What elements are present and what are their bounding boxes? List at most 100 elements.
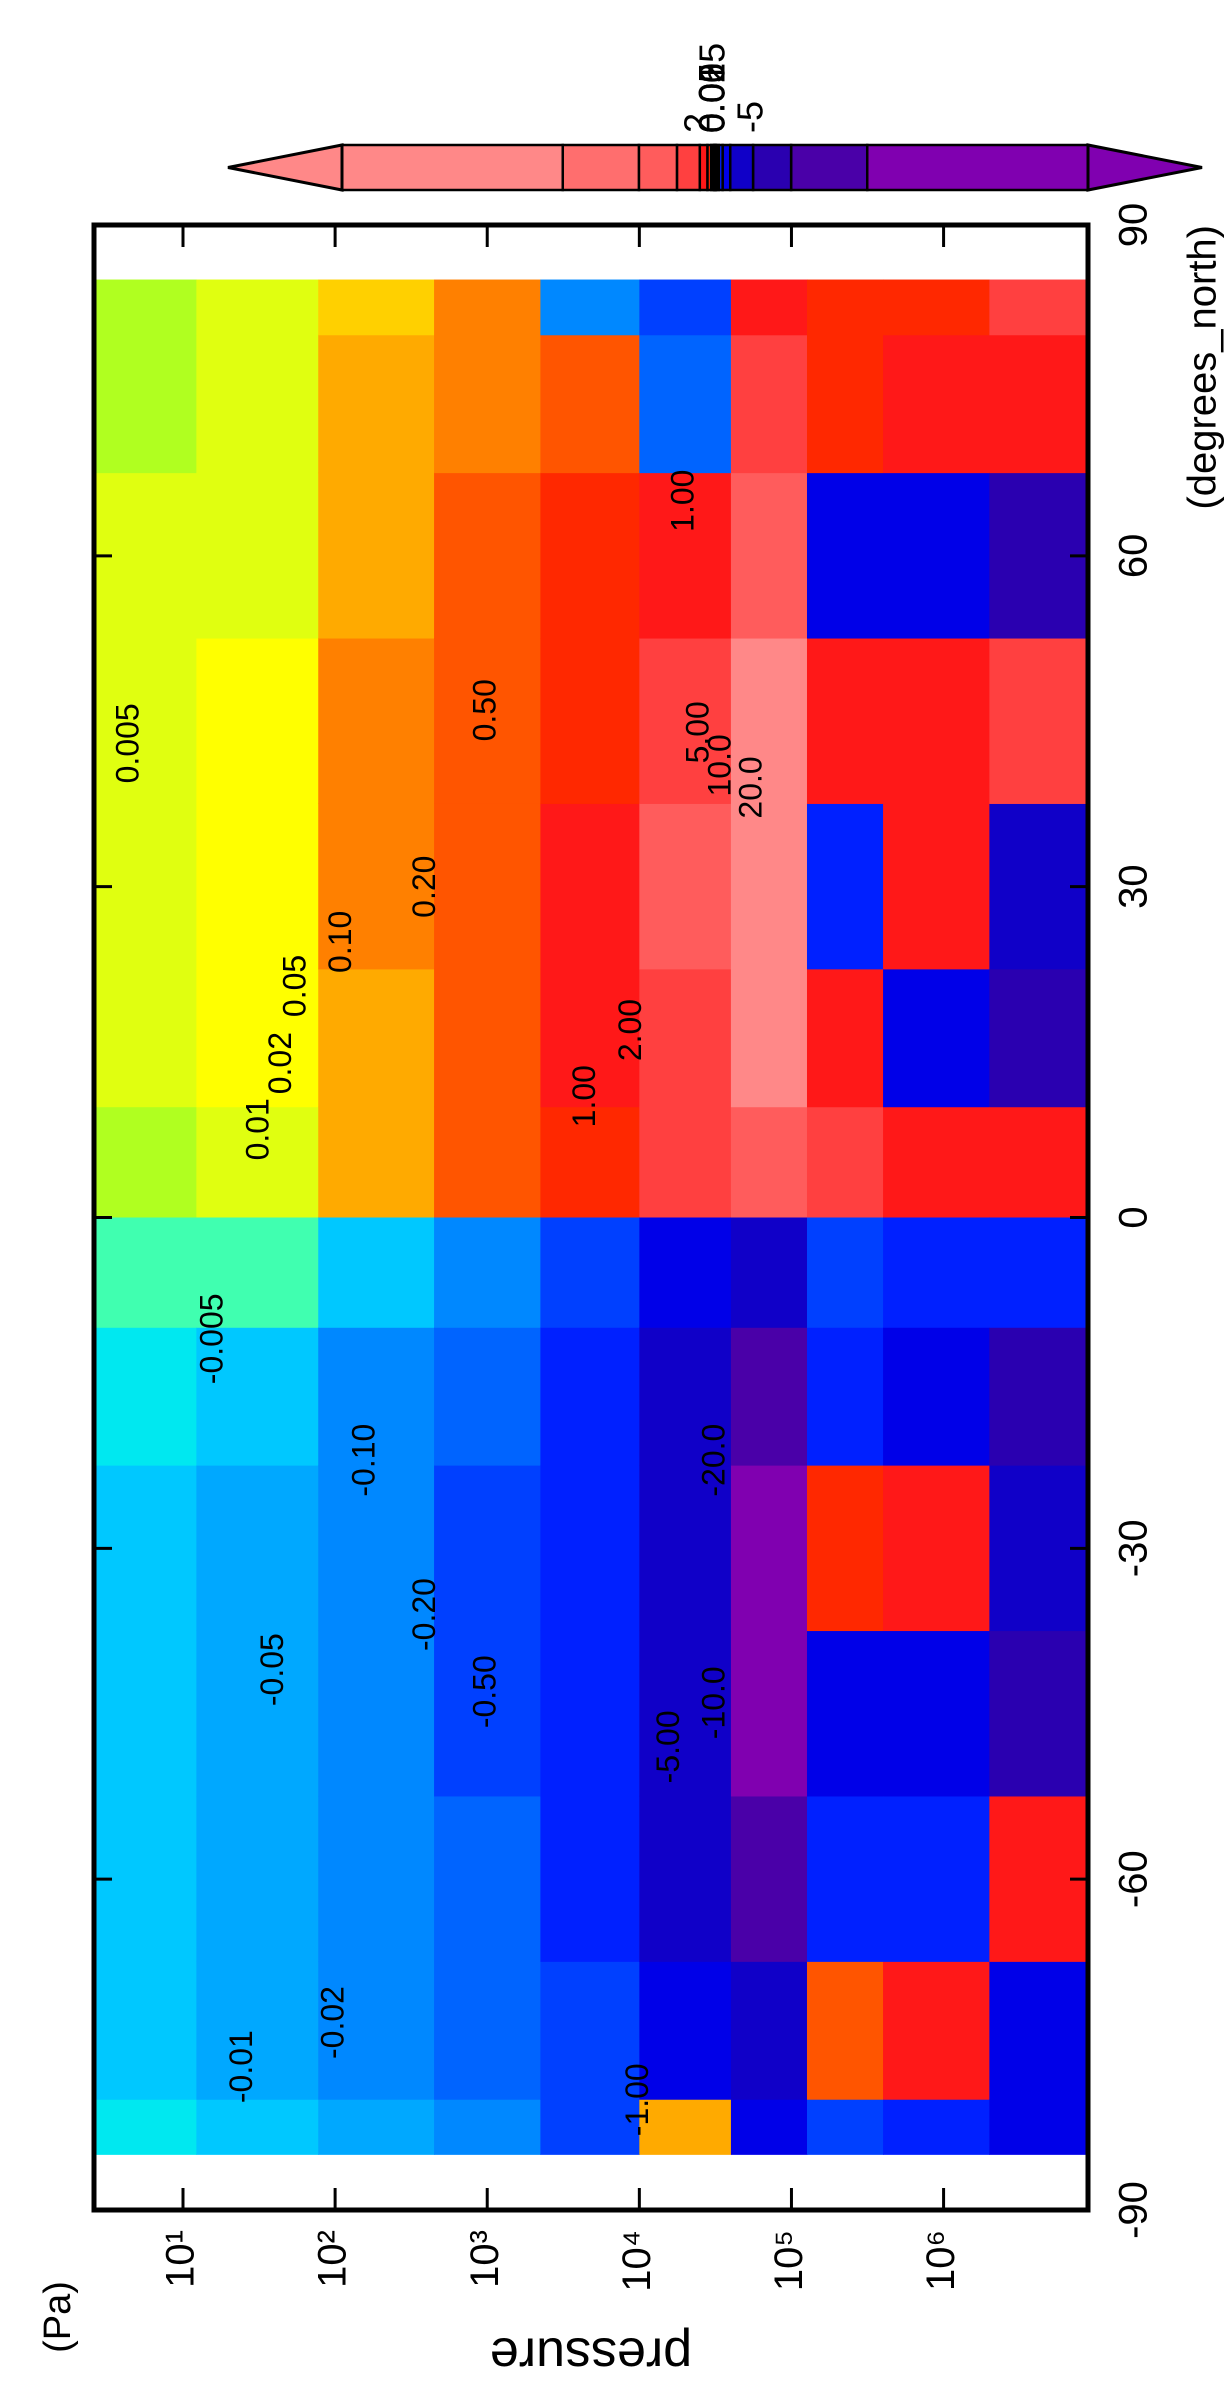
contour-cell [434, 1327, 541, 1466]
contour-cell [196, 1106, 319, 1218]
contour-cell [730, 968, 808, 1108]
contour-cell [94, 1106, 197, 1218]
contour-cell [989, 1106, 1089, 1218]
contour-cell [540, 968, 640, 1108]
contour-cell [639, 1327, 732, 1466]
contour-cell [639, 2099, 732, 2155]
contour-cell [540, 1216, 640, 1328]
contour-cell [989, 1465, 1089, 1632]
contour-cell [639, 968, 732, 1108]
x-tick-label: 60 [1112, 534, 1156, 579]
y-tick-label: 10¹ [159, 2230, 203, 2288]
contour-cell [94, 472, 197, 639]
contour-label: -0.02 [315, 1986, 351, 2059]
contour-cell [94, 1216, 197, 1328]
contour-cell [806, 1795, 884, 1962]
contour-cell [989, 1327, 1089, 1466]
contour-cell [196, 2099, 319, 2155]
contour-label: -20.0 [696, 1424, 732, 1497]
contour-cell [318, 279, 435, 336]
y-tick-label: 10⁴ [615, 2230, 659, 2292]
contour-label: -5.00 [650, 1710, 686, 1783]
contour-cell [639, 637, 732, 804]
contour-cell [639, 803, 732, 970]
contour-cell [318, 472, 435, 639]
contour-cell [196, 1216, 319, 1328]
contour-label: 1.00 [665, 470, 701, 532]
contour-cell [196, 637, 319, 804]
contour-cell [883, 2099, 990, 2155]
colorbar-segment [751, 143, 793, 192]
contour-cell [989, 1795, 1089, 1962]
contour-cell [434, 472, 541, 639]
contour-cell [318, 637, 435, 804]
contour-cell [318, 968, 435, 1108]
contour-cell [730, 472, 808, 639]
contour-cell [730, 1465, 808, 1632]
contour-label: -0.05 [254, 1633, 290, 1706]
contour-label: -0.50 [467, 1655, 503, 1728]
contour-cell [196, 1961, 319, 2100]
contour-cell [318, 1961, 435, 2100]
contour-cell [989, 2099, 1089, 2155]
contour-cell [639, 279, 732, 336]
contour-label: 20.0 [733, 756, 769, 818]
contour-label: -10.0 [696, 1666, 732, 1739]
colorbar-extend-low [1086, 143, 1203, 192]
colorbar-tick-label: -5 [730, 101, 771, 133]
contour-cell [639, 1106, 732, 1218]
contour-cell [883, 1630, 990, 1797]
colorbar-segment [789, 143, 869, 192]
contour-label: 0.20 [406, 856, 442, 918]
contour-label: -0.005 [193, 1293, 229, 1384]
contour-cell [639, 472, 732, 639]
x-axis-title: (degrees_north) [1181, 225, 1225, 510]
contour-cell [196, 968, 319, 1108]
contour-label: 0.10 [322, 911, 358, 973]
contour-cell [94, 968, 197, 1108]
contour-cell [540, 1961, 640, 2100]
contour-cell [434, 279, 541, 336]
contour-cell [318, 803, 435, 970]
contour-cell [883, 1216, 990, 1328]
contour-cell [540, 472, 640, 639]
contour-cell [639, 334, 732, 474]
contour-cell [883, 968, 990, 1108]
contour-label: 1.00 [566, 1065, 602, 1127]
contour-label: 0.05 [276, 955, 312, 1017]
contour-label: 2.00 [612, 999, 648, 1061]
contour-cell [94, 803, 197, 970]
contour-cell [318, 1216, 435, 1328]
y-tick-label: 10⁵ [767, 2230, 811, 2291]
contour-cell [639, 1216, 732, 1328]
contour-cell [989, 803, 1089, 970]
contour-cell [806, 803, 884, 970]
contour-cell [730, 2099, 808, 2155]
contour-cell [806, 1630, 884, 1797]
contour-cell [434, 1216, 541, 1328]
colorbar-extend-high [227, 143, 344, 192]
contour-cell [883, 279, 990, 336]
contour-cell [434, 1465, 541, 1632]
contour-cell [94, 2099, 197, 2155]
contour-cell [196, 803, 319, 970]
contour-cell [540, 334, 640, 474]
contour-cell [434, 334, 541, 474]
contour-cell [639, 1465, 732, 1632]
contour-cell [318, 1327, 435, 1466]
contour-cell [434, 968, 541, 1108]
y-tick-label: 10³ [463, 2230, 507, 2288]
colorbar-tick-label: 2 [676, 113, 717, 133]
contour-label: -0.10 [346, 1424, 382, 1497]
contour-cell [989, 1961, 1089, 2100]
contour-cell [434, 803, 541, 970]
contour-cell [883, 1465, 990, 1632]
contour-cell [806, 334, 884, 474]
contour-cell [94, 1630, 197, 1797]
contour-cell [434, 637, 541, 804]
contour-cell [883, 334, 990, 474]
contour-cell [540, 1327, 640, 1466]
contour-cell [730, 1106, 808, 1218]
contour-label: -1.00 [619, 2063, 655, 2136]
